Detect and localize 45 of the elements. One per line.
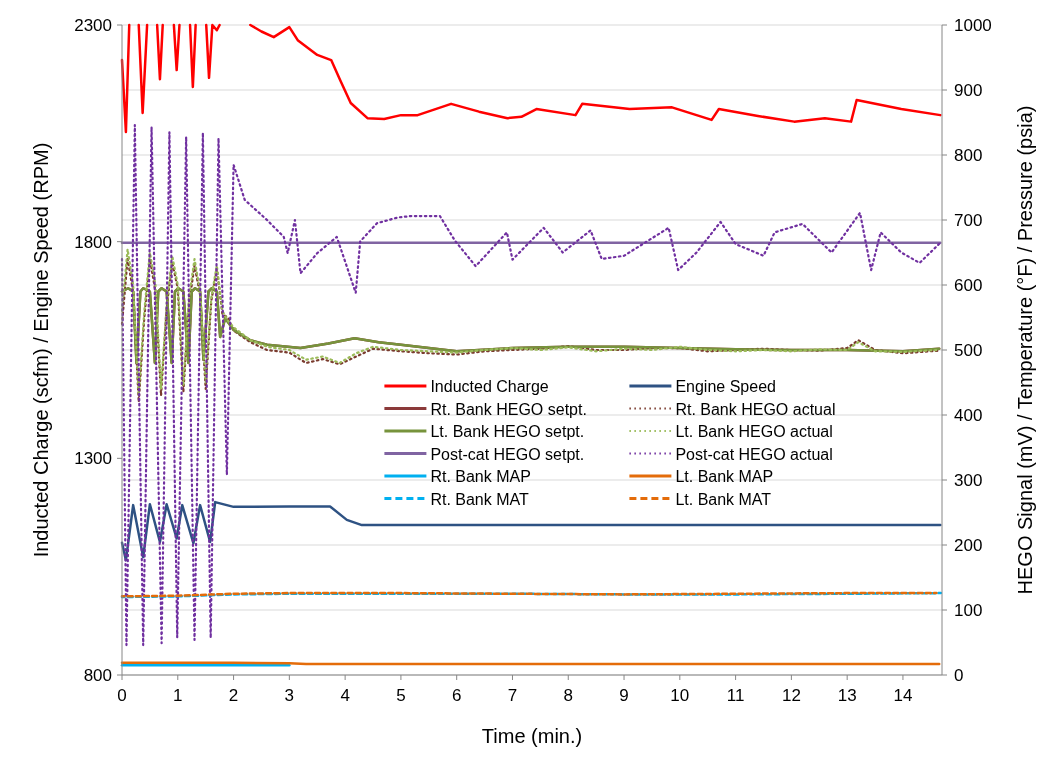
legend-label: Lt. Bank MAT xyxy=(675,490,772,508)
y2-tick-label: 300 xyxy=(954,471,983,490)
x-tick-label: 2 xyxy=(228,686,239,705)
y2-axis-title: HEGO Signal (mV) / Temperature (°F) / Pressure (psia) xyxy=(1014,105,1036,595)
legend-label: Rt. Bank MAP xyxy=(430,468,531,485)
x-tick-label: 7 xyxy=(507,686,518,705)
x-tick-label: 12 xyxy=(781,686,801,705)
x-tick-label: 9 xyxy=(619,686,629,705)
y2-tick-label: 200 xyxy=(954,536,983,555)
x-axis-title: Time (min.) xyxy=(481,725,583,747)
x-tick-label: 11 xyxy=(726,686,745,705)
legend-label: Engine Speed xyxy=(675,378,776,395)
y-tick-label: 800 xyxy=(83,666,112,685)
legend-label: Rt. Bank HEGO setpt. xyxy=(430,400,587,418)
y2-tick-label: 600 xyxy=(954,276,983,295)
legend-label: Rt. Bank MAT xyxy=(430,490,530,508)
y2-tick-label: 800 xyxy=(954,146,983,165)
y2-tick-label: 500 xyxy=(954,341,983,360)
y2-tick-label: 100 xyxy=(954,601,983,620)
legend-label: Rt. Bank HEGO actual xyxy=(675,400,836,418)
x-tick-label: 0 xyxy=(117,686,127,705)
legend-label: Post-cat HEGO setpt. xyxy=(430,445,585,463)
legend-label: Inducted Charge xyxy=(430,378,549,395)
y-axis-title: Inducted Charge (scfm) / Engine Speed (RPM) xyxy=(30,142,52,558)
x-tick-label: 14 xyxy=(893,686,913,705)
x-tick-label: 6 xyxy=(451,686,462,705)
y2-tick-label: 900 xyxy=(954,81,983,100)
x-tick-label: 5 xyxy=(396,686,406,705)
x-tick-label: 8 xyxy=(563,686,573,705)
legend-label: Post-cat HEGO actual xyxy=(675,445,833,463)
legend-label: Lt. Bank MAP xyxy=(675,468,774,485)
y2-tick-label: 700 xyxy=(954,211,983,230)
x-tick-label: 1 xyxy=(173,686,183,705)
y-tick-label: 1800 xyxy=(74,232,112,252)
y2-tick-label: 0 xyxy=(954,666,964,685)
x-tick-label: 4 xyxy=(340,686,350,705)
legend-label: Lt. Bank HEGO actual xyxy=(675,423,833,440)
x-tick-label: 3 xyxy=(284,686,295,705)
legend-label: Lt. Bank HEGO setpt. xyxy=(430,423,585,440)
y-tick-label: 1300 xyxy=(74,449,112,469)
y2-tick-label: 400 xyxy=(954,406,983,425)
x-tick-label: 13 xyxy=(837,686,857,705)
y2-tick-label: 1000 xyxy=(954,16,992,35)
x-tick-label: 10 xyxy=(670,686,690,705)
y-tick-label: 2300 xyxy=(74,16,112,35)
